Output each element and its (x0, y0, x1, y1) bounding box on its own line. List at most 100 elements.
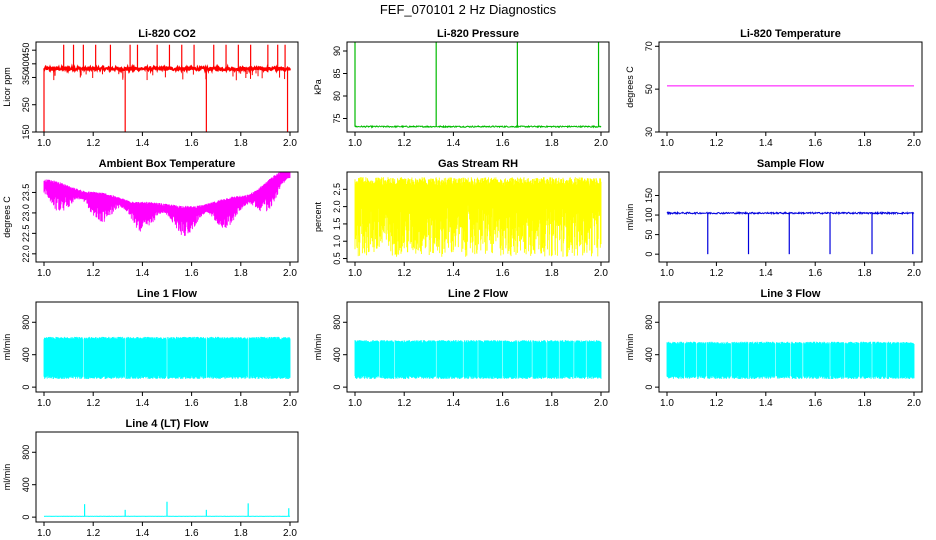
panel-line2: Line 2 Flow ml/min 1.0 1.2 1.4 1.6 1.8 2.0 0 400 8… (313, 288, 610, 409)
y-tick-label: 0 (21, 385, 31, 390)
x-tick-label: 1.8 (545, 268, 559, 279)
y-tick-label: 400 (21, 56, 31, 71)
y-tick-label: 85 (332, 68, 342, 78)
y-tick-label: 2.5 (332, 183, 342, 196)
x-tick-label: 1.4 (446, 268, 460, 279)
plot-frame (346, 301, 610, 393)
panel-title: Li-820 Pressure (437, 28, 519, 40)
x-tick-label: 1.4 (135, 528, 149, 539)
y-tick-label: 0 (644, 252, 654, 257)
series-line (354, 177, 602, 257)
x-tick-label: 1.8 (234, 138, 248, 149)
figure-title: FEF_070101 2 Hz Diagnostics (379, 2, 557, 17)
x-tick-label: 1.8 (234, 398, 248, 409)
panel-title: Li-820 CO2 (138, 28, 195, 40)
plot-frame (346, 41, 610, 133)
y-axis-label: degrees C (625, 66, 635, 108)
panel-co2: Li-820 CO2 Licor ppm 1.0 1.2 1.4 1.6 1.8 2.0 150… (2, 28, 299, 149)
y-tick-label: 22.5 (21, 225, 31, 243)
x-tick-label: 1.0 (348, 268, 362, 279)
panel-title: Line 4 (LT) Flow (126, 418, 209, 430)
x-tick-label: 2.0 (594, 268, 608, 279)
y-tick-label: 450 (21, 43, 31, 58)
y-tick-label: 400 (21, 477, 31, 492)
panel-title: Sample Flow (757, 158, 825, 170)
y-axis-label: ml/min (2, 464, 12, 491)
x-tick-label: 1.6 (185, 268, 199, 279)
y-tick-label: 150 (21, 124, 31, 139)
x-tick-label: 1.2 (397, 268, 411, 279)
x-tick-label: 1.0 (660, 398, 674, 409)
panel-line4: Line 4 (LT) Flow ml/min 1.0 1.2 1.4 1.6 1.8 2.0… (2, 418, 299, 539)
x-tick-label: 1.8 (234, 528, 248, 539)
panel-rh: Gas Stream RH percent 1.0 1.2 1.4 1.6 1.8 2.0 0.… (313, 158, 610, 279)
x-tick-label: 2.0 (283, 398, 297, 409)
x-tick-label: 1.4 (759, 398, 773, 409)
x-tick-label: 1.6 (496, 268, 510, 279)
panel-title: Line 3 Flow (761, 288, 821, 300)
plot-frame (35, 171, 299, 263)
x-tick-label: 1.0 (37, 528, 51, 539)
x-tick-label: 1.0 (37, 268, 51, 279)
y-tick-label: 0 (332, 385, 342, 390)
x-tick-label: 1.2 (709, 398, 723, 409)
panel-pressure: Li-820 Pressure kPa 1.0 1.2 1.4 1.6 1.8 2.0 75 80… (313, 28, 610, 149)
y-tick-label: 400 (644, 347, 654, 362)
y-axis-label: ml/min (625, 334, 635, 361)
x-tick-label: 2.0 (907, 138, 921, 149)
y-tick-label: 400 (21, 347, 31, 362)
y-tick-label: 1.5 (332, 218, 342, 231)
y-tick-label: 90 (332, 46, 342, 56)
panel-line3: Line 3 Flow ml/min 1.0 1.2 1.4 1.6 1.8 2.0 0 400 8… (625, 288, 923, 409)
x-tick-label: 1.8 (858, 138, 872, 149)
panel-title: Line 2 Flow (448, 288, 508, 300)
y-axis-label: ml/min (313, 334, 323, 361)
x-tick-label: 1.2 (709, 268, 723, 279)
x-tick-label: 1.6 (496, 138, 510, 149)
plot-frame (658, 171, 923, 263)
y-tick-label: 23.0 (21, 204, 31, 222)
series-line (43, 63, 291, 75)
y-tick-label: 800 (332, 315, 342, 330)
x-tick-label: 1.8 (234, 268, 248, 279)
plot-frame (658, 41, 923, 133)
y-tick-label: 150 (644, 188, 654, 203)
x-tick-label: 1.6 (185, 528, 199, 539)
y-axis-label: ml/min (625, 204, 635, 231)
panel-sample_flow: Sample Flow ml/min 1.0 1.2 1.4 1.6 1.8 2.0 0 50 10… (625, 158, 923, 279)
y-tick-label: 80 (332, 91, 342, 101)
x-tick-label: 1.0 (37, 398, 51, 409)
y-axis-label: kPa (313, 79, 323, 95)
y-tick-label: 70 (644, 41, 654, 51)
x-tick-label: 2.0 (594, 138, 608, 149)
x-tick-label: 1.6 (808, 398, 822, 409)
y-tick-label: 50 (644, 84, 654, 94)
y-tick-label: 30 (644, 127, 654, 137)
y-axis-label: ml/min (2, 334, 12, 361)
x-tick-label: 1.4 (135, 398, 149, 409)
x-tick-label: 1.0 (37, 138, 51, 149)
x-tick-label: 2.0 (594, 398, 608, 409)
x-tick-label: 2.0 (283, 138, 297, 149)
y-tick-label: 50 (644, 230, 654, 240)
plot-frame (35, 301, 299, 393)
y-tick-label: 400 (332, 347, 342, 362)
x-tick-label: 1.6 (808, 138, 822, 149)
y-axis-label: degrees C (2, 196, 12, 238)
x-tick-label: 1.6 (185, 398, 199, 409)
x-tick-label: 1.8 (545, 398, 559, 409)
y-tick-label: 1.0 (332, 235, 342, 248)
x-tick-label: 1.8 (858, 398, 872, 409)
x-tick-label: 1.2 (86, 268, 100, 279)
x-tick-label: 1.4 (135, 138, 149, 149)
x-tick-label: 1.2 (86, 528, 100, 539)
y-tick-label: 23.5 (21, 184, 31, 202)
series-line (354, 124, 602, 129)
panel-title: Gas Stream RH (438, 158, 518, 170)
panel-line1: Line 1 Flow ml/min 1.0 1.2 1.4 1.6 1.8 2.0 0 400 8… (2, 288, 299, 409)
x-tick-label: 2.0 (283, 268, 297, 279)
x-tick-label: 1.6 (496, 398, 510, 409)
y-tick-label: 800 (21, 445, 31, 460)
panel-title: Li-820 Temperature (740, 28, 841, 40)
y-tick-label: 250 (21, 97, 31, 112)
